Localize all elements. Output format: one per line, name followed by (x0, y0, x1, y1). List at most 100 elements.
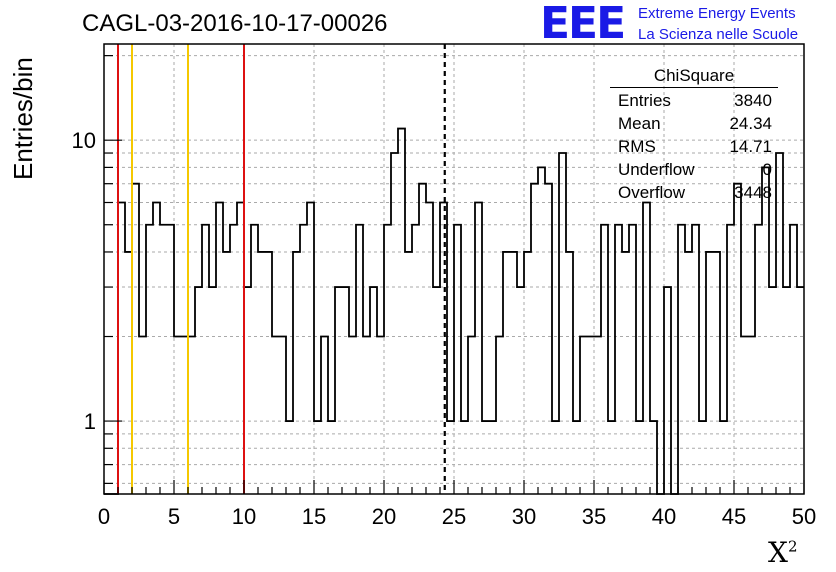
histogram-bin (748, 337, 755, 494)
histogram-bin (440, 202, 447, 494)
histogram-bin (300, 225, 307, 494)
stats-value: 0 (762, 160, 772, 179)
histogram-bin (496, 337, 503, 494)
histogram-bin (594, 337, 601, 494)
histogram-bin (566, 252, 573, 494)
histogram-bin (664, 287, 671, 494)
histogram-bin (405, 252, 412, 494)
x-tick-label: 15 (302, 504, 326, 529)
histogram-bin (734, 184, 741, 494)
histogram-bin (181, 337, 188, 494)
histogram-bin (223, 252, 230, 494)
histogram-bin (727, 225, 734, 494)
histogram-bin (384, 225, 391, 494)
stats-label: Overflow (618, 183, 686, 202)
histogram-bin (580, 337, 587, 494)
histogram-bin (321, 337, 328, 494)
histogram-bin (629, 225, 636, 494)
histogram-bin (741, 337, 748, 494)
histogram-bin (146, 225, 153, 494)
histogram-bin (293, 252, 300, 494)
x-tick-label: 50 (792, 504, 816, 529)
stats-label: Mean (618, 114, 661, 133)
histogram-outline (104, 127, 804, 495)
tick-labels: 0 5 10 15 20 25 30 35 40 45 50 1 10 (72, 128, 817, 529)
histogram-bin (475, 202, 482, 494)
histogram-bin (601, 225, 608, 494)
histogram-bin (377, 337, 384, 494)
histogram-bin (454, 225, 461, 494)
x-tick-label: 10 (232, 504, 256, 529)
stats-value: 14.71 (729, 137, 772, 156)
histogram-bin (167, 225, 174, 494)
logo-line-1: Extreme Energy Events (638, 5, 796, 22)
histogram-bin (216, 202, 223, 494)
stats-label: RMS (618, 137, 656, 156)
histogram-bin (258, 252, 265, 494)
histogram-bin (783, 287, 790, 494)
x-axis-label-exponent: 2 (787, 537, 798, 556)
histogram-bin (769, 287, 776, 494)
histogram-bin (125, 252, 132, 494)
y-tick-label: 1 (84, 409, 96, 434)
histogram-bin (342, 287, 349, 494)
x-tick-label: 0 (98, 504, 110, 529)
marker-lines (117, 44, 446, 494)
histogram-bin (356, 225, 363, 494)
histogram-bin (706, 252, 713, 494)
logo-caption: Extreme Energy Events La Scienza nelle S… (638, 3, 798, 45)
histogram-bin (517, 287, 524, 494)
histogram-bin (174, 337, 181, 494)
histogram-series (104, 127, 804, 495)
histogram-bin (188, 337, 195, 494)
histogram-bin (713, 252, 720, 494)
histogram-bin (426, 202, 433, 494)
stats-row-mean: Mean 24.34 (610, 112, 778, 135)
x-axis-label: X2 (768, 536, 797, 569)
run-title: CAGL-03-2016-10-17-00026 (82, 10, 388, 37)
stats-value: 3448 (734, 183, 772, 202)
histogram-bin (538, 167, 545, 494)
histogram-bin (685, 252, 692, 494)
histogram-bin (692, 225, 699, 494)
stats-label: Underflow (618, 160, 695, 179)
x-tick-label: 5 (168, 504, 180, 529)
histogram-bin (160, 225, 167, 494)
histogram-bin (195, 287, 202, 494)
histogram-bin (244, 287, 251, 494)
histogram-bin (230, 225, 237, 494)
histogram-bin (237, 202, 244, 494)
eee-logo: EEE (540, 0, 626, 49)
histogram-bin (132, 184, 139, 494)
x-axis-label-symbol: X (768, 536, 788, 569)
histogram-bin (251, 225, 258, 494)
histogram-bin (265, 252, 272, 494)
x-tick-label: 40 (652, 504, 676, 529)
histogram-bin (797, 287, 804, 494)
histogram-bin (349, 337, 356, 494)
axis-ticks (103, 55, 805, 494)
histogram-bin (622, 252, 629, 494)
histogram-bin (391, 153, 398, 494)
histogram-bin (202, 225, 209, 494)
histogram-bin (524, 252, 531, 494)
stats-box: ChiSquare Entries 3840 Mean 24.34 RMS 14… (610, 66, 778, 204)
x-tick-label: 25 (442, 504, 466, 529)
histogram-bin (412, 225, 419, 494)
stats-label: Entries (618, 91, 671, 110)
histogram-bin (503, 252, 510, 494)
histogram-bin (153, 202, 160, 494)
histogram-bin (433, 287, 440, 494)
histogram-bin (209, 287, 216, 494)
histogram-bin (307, 202, 314, 494)
histogram-bin (139, 337, 146, 494)
histogram-bin (790, 225, 797, 494)
histogram-bin (615, 225, 622, 494)
histogram-bin (755, 225, 762, 494)
histogram-bin (510, 252, 517, 494)
stats-row-entries: Entries 3840 (610, 89, 778, 112)
histogram-bin (468, 337, 475, 494)
histogram-bin (531, 184, 538, 494)
histogram-bin (279, 337, 286, 494)
